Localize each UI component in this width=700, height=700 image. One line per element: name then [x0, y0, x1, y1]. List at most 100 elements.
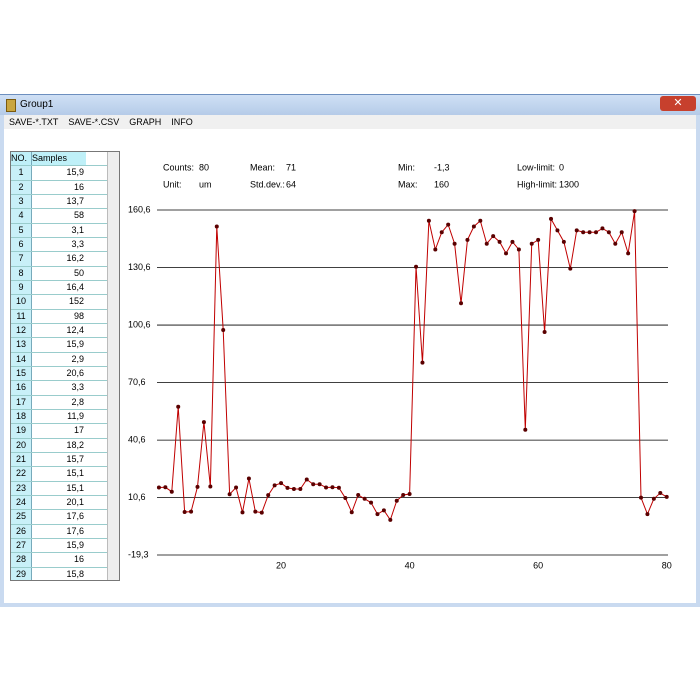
- row-number: 18: [11, 409, 32, 424]
- sample-value: 3,3: [71, 382, 84, 393]
- data-point: [227, 492, 232, 497]
- data-point: [349, 510, 354, 515]
- data-point: [651, 496, 656, 501]
- table-row: 5 3,1: [11, 223, 119, 238]
- stat-label: Std.dev.:: [250, 179, 285, 189]
- data-point: [285, 485, 290, 490]
- table-row: 19 17: [11, 424, 119, 439]
- sample-value: 12,4: [66, 324, 84, 335]
- table-row: 16 3,3: [11, 381, 119, 396]
- row-number: 6: [11, 237, 32, 252]
- header-cell: Samples: [32, 152, 86, 166]
- sample-value: 17,6: [66, 525, 84, 536]
- table-row: 23 15,1: [11, 481, 119, 496]
- row-number: 13: [11, 338, 32, 352]
- stat-value: -1,3: [434, 162, 450, 172]
- row-number: 28: [11, 553, 32, 567]
- data-point: [259, 510, 264, 515]
- data-point: [639, 495, 644, 500]
- sample-value: 2,9: [71, 353, 84, 364]
- sample-value: 16,4: [66, 281, 84, 292]
- sample-value: 15,7: [66, 453, 84, 464]
- table-row: 25 17,6: [11, 510, 119, 525]
- menu-item[interactable]: GRAPH: [129, 117, 162, 127]
- stat-value: 71: [286, 162, 296, 172]
- row-number: 27: [11, 538, 32, 553]
- data-point: [317, 482, 322, 487]
- data-point: [664, 494, 669, 499]
- sample-value: 16,2: [66, 253, 84, 264]
- data-point: [356, 492, 361, 497]
- data-point: [561, 239, 566, 244]
- menu-bar: SAVE-*.TXT SAVE-*.CSV GRAPH INFO: [4, 115, 696, 129]
- stat-label: Counts:: [163, 162, 194, 172]
- row-number: 20: [11, 438, 32, 452]
- data-point: [298, 487, 303, 492]
- table-row: 8 50: [11, 266, 119, 281]
- data-point: [214, 224, 219, 229]
- scrollbar[interactable]: [107, 152, 119, 580]
- data-point: [510, 239, 515, 244]
- client-area: NO. Samples 1 15,9 2 16 3 13,7 4 58 5 3,1 6 3,3 7 16,…: [4, 129, 696, 603]
- data-point: [381, 508, 386, 513]
- y-tick-label: 40,6: [128, 435, 146, 445]
- row-number: 23: [11, 481, 32, 495]
- sample-value: 13,7: [66, 195, 84, 206]
- data-point: [330, 485, 335, 490]
- data-point: [291, 487, 296, 492]
- data-point: [574, 228, 579, 233]
- table-row: 11 98: [11, 309, 119, 324]
- data-point: [420, 360, 425, 365]
- close-button[interactable]: ✕: [660, 96, 696, 111]
- menu-item[interactable]: SAVE-*.TXT: [9, 117, 59, 127]
- menu-item[interactable]: SAVE-*.CSV: [68, 117, 120, 127]
- table-row: 29 15,8: [11, 567, 119, 580]
- y-tick-label: 130,6: [128, 262, 151, 272]
- sample-value: 58: [73, 210, 84, 221]
- data-point: [484, 241, 489, 246]
- table-row: 22 15,1: [11, 467, 119, 482]
- data-point: [375, 512, 380, 517]
- table-row: 17 2,8: [11, 395, 119, 410]
- samples-table: NO. Samples 1 15,9 2 16 3 13,7 4 58 5 3,1 6 3,3 7 16,…: [10, 151, 120, 581]
- data-point: [529, 241, 534, 246]
- data-point: [549, 216, 554, 221]
- data-point: [645, 512, 650, 517]
- sample-value: 16: [73, 181, 84, 192]
- data-point: [221, 328, 226, 333]
- table-row: 4 58: [11, 209, 119, 224]
- row-number: 9: [11, 280, 32, 295]
- data-point: [266, 493, 271, 498]
- data-point: [272, 483, 277, 488]
- stat-value: 1300: [559, 179, 579, 189]
- stat-value: 80: [199, 162, 209, 172]
- data-point: [253, 509, 258, 514]
- data-point: [246, 476, 251, 481]
- table-row: 24 20,1: [11, 495, 119, 511]
- row-number: 11: [11, 309, 32, 323]
- stat-label: Max:: [398, 179, 418, 189]
- row-number: 4: [11, 209, 32, 223]
- data-point: [189, 509, 194, 514]
- row-number: 10: [11, 295, 32, 309]
- data-point: [208, 484, 213, 489]
- sample-value: 15,1: [66, 468, 84, 479]
- y-tick-label: 70,6: [128, 377, 146, 387]
- table-row: 26 17,6: [11, 524, 119, 539]
- row-number: 22: [11, 467, 32, 481]
- sample-value: 15,8: [66, 568, 84, 579]
- data-point: [594, 230, 599, 235]
- data-point: [394, 498, 399, 503]
- data-point: [626, 251, 631, 256]
- row-number: 3: [11, 194, 32, 209]
- data-point: [568, 266, 573, 271]
- data-point: [388, 517, 393, 522]
- menu-item[interactable]: INFO: [171, 117, 193, 127]
- row-number: 12: [11, 323, 32, 338]
- data-point: [234, 485, 239, 490]
- x-tick-label: 60: [533, 560, 543, 570]
- stat-label: Low-limit:: [517, 162, 555, 172]
- row-number: 24: [11, 495, 32, 510]
- data-point: [478, 218, 483, 223]
